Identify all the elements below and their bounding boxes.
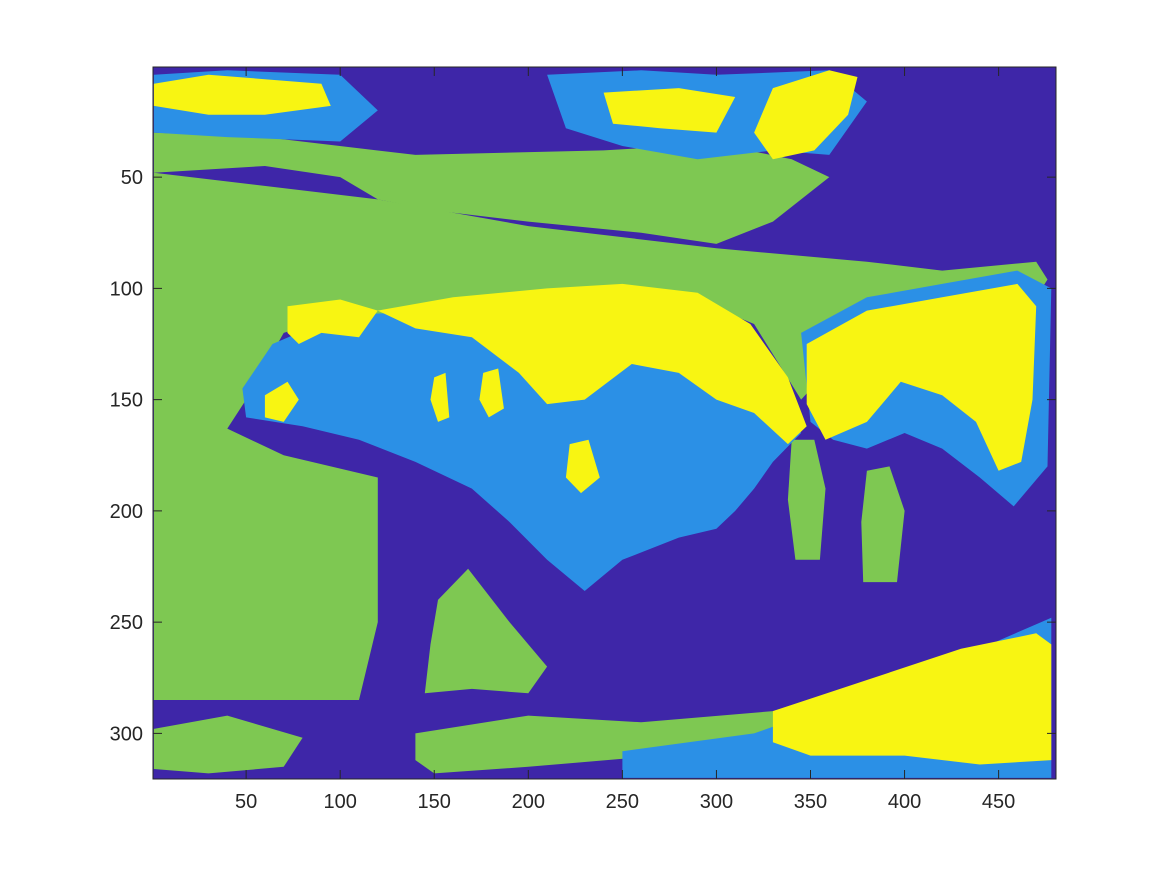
x-axis: 50 100 150 200 250 300 350 400 450 — [235, 67, 1015, 813]
y-tick-label: 50 — [121, 167, 143, 189]
cluster-region-2 — [242, 310, 802, 591]
cluster-region-3 — [153, 172, 1048, 700]
cluster-region-4 — [806, 283, 1037, 471]
x-tick-label: 450 — [982, 791, 1015, 813]
y-tick-label: 300 — [110, 723, 143, 745]
cluster-region-3 — [153, 715, 303, 774]
x-tick-label: 300 — [700, 791, 733, 813]
cluster-region-4 — [430, 372, 450, 422]
cluster-region-4 — [287, 299, 378, 344]
cluster-region-4 — [603, 88, 736, 133]
y-tick-label: 150 — [110, 390, 143, 412]
y-tick-label: 200 — [110, 501, 143, 523]
x-tick-label: 250 — [606, 791, 639, 813]
cluster-region-3 — [153, 132, 830, 244]
cluster-region-3 — [415, 693, 830, 774]
cluster-region-4 — [772, 633, 1052, 765]
cluster-region-3 — [861, 466, 905, 583]
x-tick-label: 150 — [418, 791, 451, 813]
cluster-region-4 — [754, 70, 858, 160]
cluster-region-4 — [153, 74, 331, 115]
axes-box — [152, 66, 1057, 780]
x-tick-label: 50 — [235, 791, 257, 813]
x-tick-label: 100 — [323, 791, 356, 813]
cluster-region-3 — [787, 439, 826, 560]
cluster-regions — [153, 70, 1052, 778]
cluster-region-4 — [377, 283, 807, 445]
y-tick-label: 250 — [110, 612, 143, 634]
cluster-region-4 — [264, 381, 299, 422]
cluster-region-4 — [479, 368, 504, 418]
x-tick-label: 200 — [512, 791, 545, 813]
x-tick-label: 350 — [794, 791, 827, 813]
cluster-region-3 — [424, 568, 548, 694]
plot-area — [152, 66, 1057, 780]
x-tick-label: 400 — [888, 791, 921, 813]
y-axis: 50 100 150 200 250 300 — [110, 167, 1056, 745]
cluster-region-4 — [565, 439, 600, 494]
y-tick-label: 100 — [110, 278, 143, 300]
